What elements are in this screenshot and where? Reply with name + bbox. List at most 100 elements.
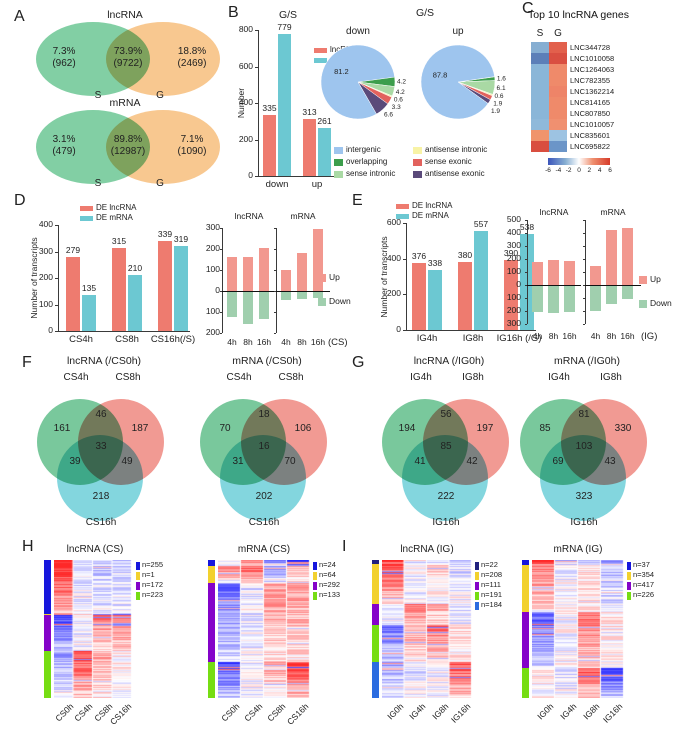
y-tick (255, 176, 258, 177)
y-tick (524, 324, 527, 325)
venn-ellipse-G (106, 110, 220, 184)
x-tick-label: 16h (256, 337, 272, 347)
y-axis (406, 223, 408, 330)
y-tick (255, 30, 258, 31)
y-tick-label: 100 (38, 298, 53, 309)
heat-cell-LNC835601-G (549, 130, 567, 141)
y-tick (255, 66, 258, 68)
heatmap-legend-label: n=37 (633, 560, 650, 569)
heatmap-legend-swatch (627, 582, 631, 590)
sub-axis (585, 220, 587, 324)
panel-d-bar-chart: 0 100 200 300 400 Number of transcripts 279 135… (22, 198, 207, 356)
y-tick (524, 220, 527, 221)
venn-mid-count: (9722) (113, 58, 143, 69)
bar-value: 135 (81, 283, 97, 294)
y-tick (273, 270, 276, 271)
y-tick-label: 0 (48, 325, 53, 335)
heatmap-legend-swatch (313, 562, 317, 570)
venn-lncrna-ig0h: lncRNA (/IG0h) IG4h IG8h 194 197 56 85 41 42 222 I… (365, 355, 525, 540)
x-category-label: down (265, 179, 289, 190)
venn-region-count-a: 70 (219, 423, 231, 434)
venn-set-label: G (156, 90, 164, 101)
y-tick-label: 0 (396, 324, 401, 334)
heatmap-legend-label: n=24 (319, 560, 336, 569)
venn-set-label: IG16h (570, 517, 598, 528)
venn-region-count-ab: 56 (440, 409, 452, 420)
bar-DE mRNA-CS8h (128, 275, 142, 331)
y-tick (582, 298, 585, 299)
panel-label-c: C (522, 0, 534, 17)
venn-left-count: (962) (52, 58, 76, 69)
subpanel-title: mRNA (290, 211, 316, 221)
panel-label-g: G (352, 354, 365, 371)
y-tick (524, 246, 527, 247)
venn-mid-pct: 73.9% (113, 46, 143, 57)
panel-label-d: D (14, 192, 26, 209)
pie-svg: 4.24.20.63.36.681.21.66.10.61.91.987.8 (320, 44, 506, 120)
heatmap-lncrna-ig: lncRNA (IG) n=22 n=208 n=111 n=191 n=184 IG0h I… (366, 544, 516, 751)
legend-swatch-Up (318, 274, 326, 282)
y-tick (524, 311, 527, 312)
heatmap-legend-label: n=255 (142, 560, 164, 569)
venn-mrna-cs0h: mRNA (/CS0h) CS4h CS8h 70 106 18 16 31 70 202 CS16… (183, 355, 343, 540)
colorbar-tick: 6 (608, 167, 612, 174)
bar-up-lncRNA-4h (532, 262, 543, 285)
venn-region-count-abc: 85 (440, 441, 452, 452)
heatmap-col-label: IG8h (581, 701, 602, 722)
y-tick (55, 278, 58, 279)
heatmap-legend-label: n=208 (481, 570, 503, 579)
pie-legend-swatch-intergenic (334, 147, 343, 154)
bar-DE lncRNA-IG8h (458, 262, 472, 330)
heatmap-legend-label: n=1 (142, 570, 155, 579)
bar-up-mRNA-16h (622, 227, 633, 285)
legend-swatch-DE lncRNA (80, 206, 93, 211)
bar-value: 390 (503, 248, 519, 259)
pie-value-label: 1.9 (493, 100, 502, 107)
subpanel-title: mRNA (600, 207, 626, 217)
pies-title: G/S (415, 7, 435, 19)
pie-value-label: 6.6 (384, 111, 393, 118)
bar-down-lncRNA-16h (564, 286, 575, 312)
pie-legend-label: antisense intronic (425, 145, 488, 154)
heatmap-col-label: IG4h (558, 701, 579, 722)
x-tick-label: 16h (562, 331, 577, 341)
col-header: S (536, 28, 544, 39)
venn-set-label: IG8h (600, 372, 622, 383)
heatmap-legend-label: n=223 (142, 590, 164, 599)
y-tick (582, 233, 585, 234)
x-tick-label: 16h (620, 331, 635, 341)
venn-region-count-bc: 49 (121, 456, 133, 467)
legend-label: DE lncRNA (412, 201, 453, 210)
legend-swatch-DE lncRNA (396, 204, 409, 209)
y-tick (219, 312, 222, 313)
bar-value: 338 (427, 257, 443, 268)
venn-left-pct: 3.1% (52, 134, 76, 145)
cluster-sidebar-0 (44, 560, 51, 614)
cluster-sidebar-3 (522, 668, 529, 698)
heatmap-col-label: IG0h (385, 701, 406, 722)
venn-set-label: CS4h (226, 372, 252, 383)
x-category-label: up (311, 179, 323, 190)
venn-region-count-c: 323 (575, 491, 593, 502)
y-tick (273, 333, 276, 334)
cluster-sidebar-3 (372, 625, 379, 662)
gene-label: LNC1010057 (570, 119, 615, 129)
y-tick (403, 294, 406, 296)
heat-cell-LNC835601-S (531, 130, 549, 141)
heatmap-legend-label: n=133 (319, 590, 341, 599)
heatmap-canvas-mRNA (IG) (532, 560, 624, 698)
y-tick-label: 300 (506, 318, 521, 328)
venn-region-count-ac: 41 (414, 456, 426, 467)
venn-circle-CS16h (220, 435, 306, 521)
heatmap-legend-swatch (313, 572, 317, 580)
venn-title: mRNA (109, 97, 141, 109)
legend-swatch-DE mRNA (80, 216, 93, 221)
venn-right-count: (1090) (177, 146, 207, 157)
y-tick (255, 139, 258, 141)
x-axis (406, 330, 536, 332)
venn-region-count-b: 106 (294, 423, 312, 434)
cluster-sidebar-2 (372, 604, 379, 625)
heat-cell-LNC1010057-S (531, 119, 549, 130)
y-tick-label: 300 (506, 240, 521, 250)
x-category-label: CS16h(/S) (150, 334, 196, 345)
